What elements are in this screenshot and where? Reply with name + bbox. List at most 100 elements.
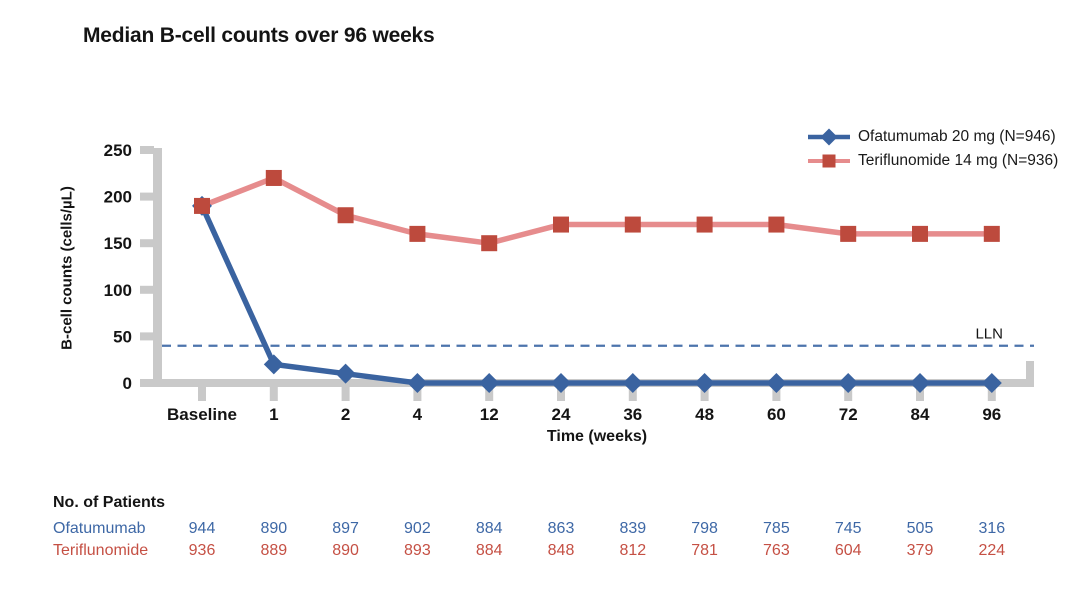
- diamond-marker: [551, 373, 571, 393]
- x-tick-label: Baseline: [167, 405, 237, 424]
- diamond-marker: [910, 373, 930, 393]
- x-tick: [987, 387, 996, 401]
- diamond-marker: [981, 373, 1002, 393]
- square-marker: [553, 216, 569, 233]
- diamond-marker: [622, 373, 643, 393]
- x-axis-label: Time (weeks): [546, 428, 648, 445]
- legend-item-ofatumumab: Ofatumumab 20 mg (N=946): [806, 126, 1058, 147]
- x-tick-label: 84: [911, 405, 930, 424]
- square-marker: [265, 169, 282, 186]
- legend-label-teriflunomide: Teriflunomide 14 mg (N=936): [858, 151, 1059, 169]
- x-tick: [198, 387, 206, 401]
- patients-count-cell: 902: [404, 520, 431, 537]
- x-tick: [628, 387, 637, 401]
- patients-count-cell: 889: [260, 542, 288, 559]
- diamond-marker: [766, 373, 787, 393]
- y-tick: [140, 192, 154, 201]
- x-tick-label: 48: [695, 405, 714, 424]
- square-marker: [481, 235, 498, 252]
- patients-count-cell: 763: [763, 542, 790, 559]
- x-tick-label: 72: [839, 405, 858, 424]
- patients-count-cell: 863: [547, 520, 575, 537]
- square-marker: [409, 225, 426, 242]
- patients-count-cell: 379: [906, 542, 934, 559]
- y-tick: [140, 239, 154, 248]
- patients-count-cell: 884: [475, 542, 503, 559]
- y-tick: [140, 146, 154, 154]
- x-tick-label: 24: [552, 405, 571, 424]
- legend-diamond-marker-icon: [808, 128, 850, 145]
- patients-count-cell: 884: [475, 520, 503, 537]
- patients-row-label: Ofatumumab: [53, 520, 146, 537]
- x-tick-label: 36: [623, 405, 642, 424]
- series-line-teriflunomide: [201, 174, 992, 246]
- y-tick-label: 100: [104, 281, 132, 300]
- square-marker: [768, 216, 785, 233]
- y-tick-label: 150: [104, 234, 132, 253]
- x-tick-label: 2: [341, 405, 350, 424]
- diamond-marker: [335, 363, 356, 384]
- x-tick: [269, 387, 278, 401]
- y-tick: [140, 332, 154, 341]
- x-tick: [916, 387, 924, 401]
- y-tick-label: 200: [104, 188, 132, 207]
- x-tick: [844, 387, 853, 401]
- patients-count-cell: 944: [188, 520, 216, 537]
- y-tick-label: 0: [123, 374, 132, 393]
- legend-label-ofatumumab: Ofatumumab 20 mg (N=946): [858, 127, 1056, 145]
- patients-count-cell: 812: [619, 542, 647, 559]
- patients-count-cell: 745: [834, 520, 862, 537]
- y-tick: [140, 379, 154, 387]
- chart-title: Median B-cell counts over 96 weeks: [83, 24, 435, 47]
- patients-count-cell: 839: [619, 520, 647, 537]
- lln-label: LLN: [975, 326, 1003, 343]
- diamond-marker: [263, 354, 284, 375]
- series-line-ofatumumab: [199, 204, 992, 386]
- patients-count-cell: 781: [691, 542, 718, 559]
- square-marker: [912, 225, 928, 242]
- x-tick: [700, 387, 709, 401]
- square-marker: [194, 197, 210, 214]
- patients-count-cell: 893: [404, 542, 431, 559]
- patients-count-cell: 936: [188, 542, 216, 559]
- square-marker: [983, 225, 1000, 242]
- diamond-marker: [479, 373, 500, 393]
- x-tick: [772, 387, 781, 401]
- patients-count-cell: 785: [763, 520, 790, 537]
- x-axis-end-cap: [1026, 361, 1034, 387]
- patients-count-cell: 848: [547, 542, 575, 559]
- diamond-marker: [694, 373, 715, 393]
- square-marker: [696, 216, 713, 233]
- x-tick: [557, 387, 565, 401]
- diamond-marker: [407, 373, 428, 393]
- y-tick-label: 250: [104, 141, 132, 160]
- patients-count-cell: 890: [332, 542, 359, 559]
- y-tick: [140, 285, 154, 294]
- patients-count-cell: 224: [978, 542, 1006, 559]
- x-tick: [485, 387, 494, 401]
- x-tick: [413, 387, 422, 401]
- x-tick-label: 1: [269, 405, 278, 424]
- legend: Ofatumumab 20 mg (N=946) Teriflunomide 1…: [806, 126, 1058, 171]
- patients-row-label: Teriflunomide: [53, 542, 149, 559]
- diamond-marker: [838, 373, 859, 393]
- y-axis-line: [153, 148, 162, 387]
- patients-table-header: No. of Patients: [53, 494, 166, 511]
- patients-count-cell: 604: [834, 542, 862, 559]
- x-tick-label: 96: [982, 405, 1001, 424]
- square-marker: [840, 225, 857, 242]
- square-marker: [624, 216, 641, 233]
- patients-count-cell: 798: [691, 520, 718, 537]
- patients-count-cell: 505: [906, 520, 934, 537]
- patients-row-teriflunomide: Teriflunomide 936 889 890 893 884 848 812 781 76…: [0, 542, 1080, 562]
- patients-count-cell: 890: [260, 520, 288, 537]
- y-tick-label: 50: [113, 327, 132, 346]
- square-marker: [337, 207, 354, 224]
- patients-count-cell: 897: [332, 520, 359, 537]
- x-tick-label: 4: [413, 405, 423, 424]
- patients-row-ofatumumab: Ofatumumab 944 890 897 902 884 863 839 798 785 74…: [0, 520, 1080, 540]
- legend-square-marker-icon: [808, 154, 850, 167]
- legend-item-teriflunomide: Teriflunomide 14 mg (N=936): [806, 150, 1058, 171]
